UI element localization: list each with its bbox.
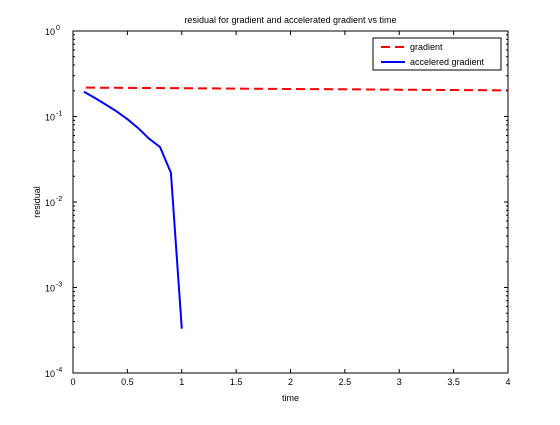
x-tick-label: 2 xyxy=(288,377,293,387)
x-tick-label: 0 xyxy=(70,377,75,387)
y-tick-exponent: -1 xyxy=(56,111,62,118)
y-axis-label: residual xyxy=(32,186,42,218)
x-tick-label: 1.5 xyxy=(230,377,243,387)
y-tick-exponent: -4 xyxy=(56,367,62,374)
x-tick-label: 3 xyxy=(397,377,402,387)
y-tick-label: 10 xyxy=(45,198,55,208)
y-tick-exponent: 0 xyxy=(56,25,60,32)
x-tick-label: 3.5 xyxy=(447,377,460,387)
x-tick-label: 4 xyxy=(505,377,510,387)
y-tick-exponent: -3 xyxy=(56,282,62,289)
plot-area xyxy=(72,30,509,374)
y-tick-label: 10 xyxy=(45,27,55,37)
chart-title: residual for gradient and accelerated gr… xyxy=(184,15,396,25)
legend: gradient accelered gradient xyxy=(372,37,502,71)
y-tick-label: 10 xyxy=(45,113,55,123)
y-tick-label: 10 xyxy=(45,284,55,294)
legend-box xyxy=(372,37,502,71)
series-line-gradient xyxy=(85,86,509,92)
legend-label-accelered-gradient: accelered gradient xyxy=(410,57,485,67)
y-tick-label: 10 xyxy=(45,369,55,379)
series-line-accelered-gradient xyxy=(83,90,183,329)
legend-label-gradient: gradient xyxy=(410,42,443,52)
x-tick-label: 2.5 xyxy=(339,377,352,387)
x-axis-label: time xyxy=(282,393,299,403)
x-tick-label: 1 xyxy=(179,377,184,387)
x-axis-ticks: 0 0.5 1 1.5 2 2.5 3 3.5 4 xyxy=(70,31,511,387)
x-tick-label: 0.5 xyxy=(121,377,134,387)
series-layer xyxy=(83,86,509,329)
y-tick-exponent: -2 xyxy=(56,196,62,203)
